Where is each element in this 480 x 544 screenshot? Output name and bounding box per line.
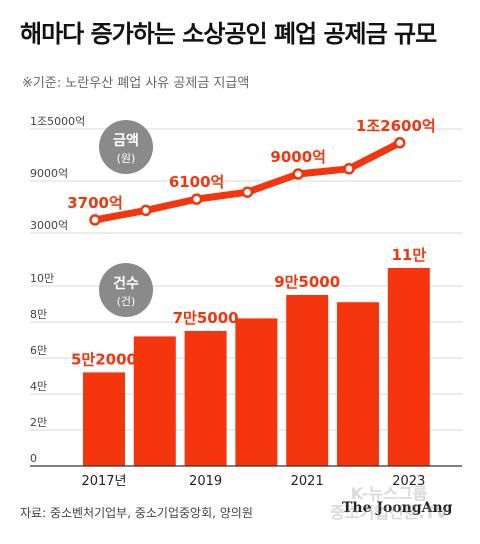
line-point: [140, 204, 152, 217]
line-data-label: 1조2600억: [356, 117, 436, 135]
bar-y-tick-label: 8만: [30, 308, 47, 321]
bar: [235, 318, 278, 466]
count-badge: [99, 263, 153, 317]
bar-y-tick-label: 0: [30, 452, 37, 465]
bar-y-tick-label: 6만: [30, 344, 47, 357]
bar-data-label: 11만: [391, 246, 426, 264]
line-y-tick-label: 1조5000억: [30, 115, 85, 128]
brand-logo: The JoongAng: [342, 500, 453, 516]
amount-badge-unit: (원): [117, 152, 136, 165]
bar: [133, 336, 176, 466]
amount-badge-label: 금액: [113, 132, 139, 149]
bar: [337, 302, 379, 466]
basis-note: ※기준: 노란우산 폐업 사유 공제금 지급액: [22, 76, 250, 91]
bar-y-tick-label: 2만: [30, 416, 47, 429]
page-title: 해마다 증가하는 소상공인 폐업 공제금 규모: [20, 20, 437, 48]
bar: [184, 331, 227, 466]
x-tick-label: 2023: [392, 474, 425, 489]
bar: [83, 372, 125, 466]
amount-badge: [99, 120, 153, 174]
line-point: [241, 186, 254, 198]
line-point: [292, 168, 304, 180]
line-point: [190, 193, 203, 205]
line-point: [89, 214, 101, 226]
source-text-tail: 의원: [230, 506, 253, 520]
line-point: [343, 163, 355, 175]
bar-y-tick-label: 4만: [30, 380, 47, 393]
line-y-tick-label: 9000억: [30, 167, 68, 180]
count-badge-label: 건수: [113, 275, 139, 292]
bar-data-label: 5만2000: [71, 350, 137, 368]
x-tick-label: 2017년: [81, 474, 126, 489]
line-data-label: 6100억: [169, 173, 225, 191]
line-data-label: 9000억: [270, 148, 326, 166]
line-point: [394, 137, 406, 149]
line-y-tick-label: 3000억: [30, 219, 68, 232]
bar: [387, 268, 430, 466]
bar-data-label: 9만5000: [274, 273, 340, 291]
bar-data-label: 7만5000: [173, 309, 239, 327]
line-data-label: 3700억: [67, 194, 123, 212]
source-text: 자료: 중소벤처기업부, 중소기업중앙회, 양: [20, 506, 231, 520]
count-badge-unit: (건): [117, 295, 136, 308]
bar-y-tick-label: 10만: [30, 272, 54, 285]
bar: [286, 295, 329, 466]
x-tick-label: 2019: [189, 474, 222, 489]
x-tick-label: 2021: [291, 474, 324, 489]
source-note: 자료: 중소벤처기업부, 중소기업중앙회, 양의원: [20, 504, 253, 521]
